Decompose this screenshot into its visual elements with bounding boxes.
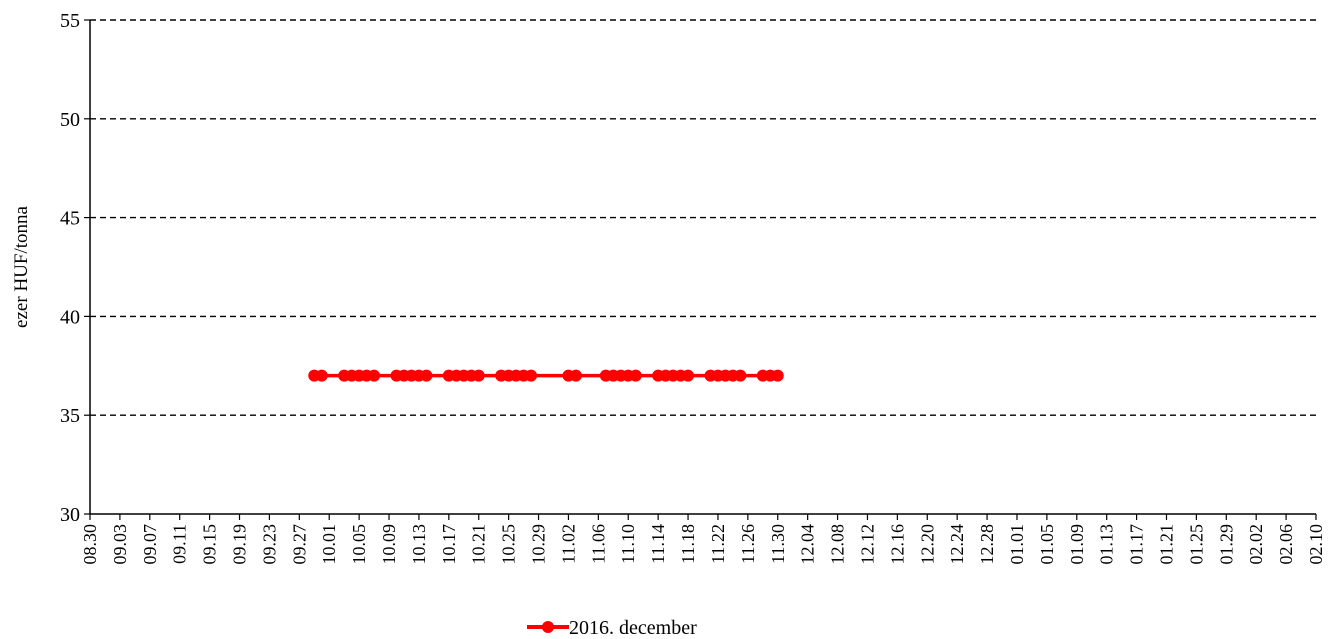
data-point <box>569 369 582 382</box>
x-tick-label: 10.05 <box>349 524 369 565</box>
data-point <box>734 369 747 382</box>
x-tick-label: 11.26 <box>738 524 758 564</box>
data-point <box>368 369 381 382</box>
x-tick-label: 09.11 <box>170 524 190 564</box>
x-tick-label: 09.23 <box>259 524 279 565</box>
x-tick-label: 09.15 <box>200 524 220 565</box>
x-tick-label: 10.21 <box>469 524 489 565</box>
x-tick-label: 12.12 <box>857 524 877 565</box>
x-tick-label: 12.24 <box>947 524 967 565</box>
x-tick-label: 12.28 <box>977 524 997 565</box>
x-tick-label: 12.16 <box>887 524 907 565</box>
y-tick-label: 40 <box>60 306 80 328</box>
data-point <box>771 369 784 382</box>
axes <box>89 20 1316 515</box>
x-tick-label: 11.22 <box>708 524 728 564</box>
x-tick-label: 01.17 <box>1127 524 1147 565</box>
legend: 2016. december <box>527 617 697 639</box>
x-tick-label: 08.30 <box>80 524 100 565</box>
x-tick-label: 11.30 <box>768 524 788 564</box>
y-axis-ticks: 30 35 40 45 50 55 <box>60 10 90 526</box>
x-tick-label: 01.25 <box>1186 524 1206 565</box>
x-tick-label: 01.01 <box>1007 524 1027 565</box>
x-tick-label: 10.13 <box>409 524 429 565</box>
y-axis-label: ezer HUF/tonna <box>11 206 32 328</box>
x-tick-label: 11.18 <box>678 524 698 564</box>
legend-marker-swatch <box>542 621 554 633</box>
y-tick-label: 55 <box>60 10 80 32</box>
y-tick-label: 45 <box>60 208 80 230</box>
data-point <box>629 369 642 382</box>
x-tick-label: 02.02 <box>1246 524 1266 565</box>
x-tick-label: 02.06 <box>1276 524 1296 565</box>
x-tick-label: 01.21 <box>1156 524 1176 565</box>
x-tick-label: 09.07 <box>140 524 160 565</box>
x-tick-label: 10.29 <box>529 524 549 565</box>
x-tick-label: 01.29 <box>1216 524 1236 565</box>
x-tick-label: 09.27 <box>289 524 309 565</box>
x-tick-label: 11.10 <box>618 524 638 564</box>
y-tick-label: 50 <box>60 109 80 131</box>
x-tick-label: 01.09 <box>1067 524 1087 565</box>
x-tick-label: 02.10 <box>1306 524 1326 565</box>
x-tick-label: 01.13 <box>1097 524 1117 565</box>
x-tick-label: 11.14 <box>648 524 668 564</box>
x-tick-label: 12.08 <box>828 524 848 565</box>
x-tick-label: 12.20 <box>917 524 937 565</box>
gridlines <box>90 19 1316 416</box>
legend-label: 2016. december <box>569 617 697 639</box>
series-layer <box>308 369 784 382</box>
x-tick-label: 11.02 <box>558 524 578 564</box>
x-tick-label: 09.03 <box>110 524 130 565</box>
x-tick-label: 10.25 <box>499 524 519 565</box>
y-tick-label: 35 <box>60 405 80 427</box>
x-tick-label: 01.05 <box>1037 524 1057 565</box>
x-tick-label: 10.09 <box>379 524 399 565</box>
x-tick-label: 12.04 <box>798 524 818 565</box>
x-tick-label: 11.06 <box>588 524 608 564</box>
y-tick-label: 30 <box>60 504 80 526</box>
data-point <box>472 369 485 382</box>
x-tick-label: 10.01 <box>319 524 339 565</box>
data-point <box>525 369 538 382</box>
data-point <box>420 369 433 382</box>
x-axis-ticks: 08.30 09.03 09.07 09.11 09.15 09.19 09.23 09.27… <box>80 514 1326 565</box>
data-point <box>315 369 328 382</box>
x-tick-label: 09.19 <box>230 524 250 565</box>
x-tick-label: 10.17 <box>439 524 459 565</box>
data-point <box>682 369 695 382</box>
